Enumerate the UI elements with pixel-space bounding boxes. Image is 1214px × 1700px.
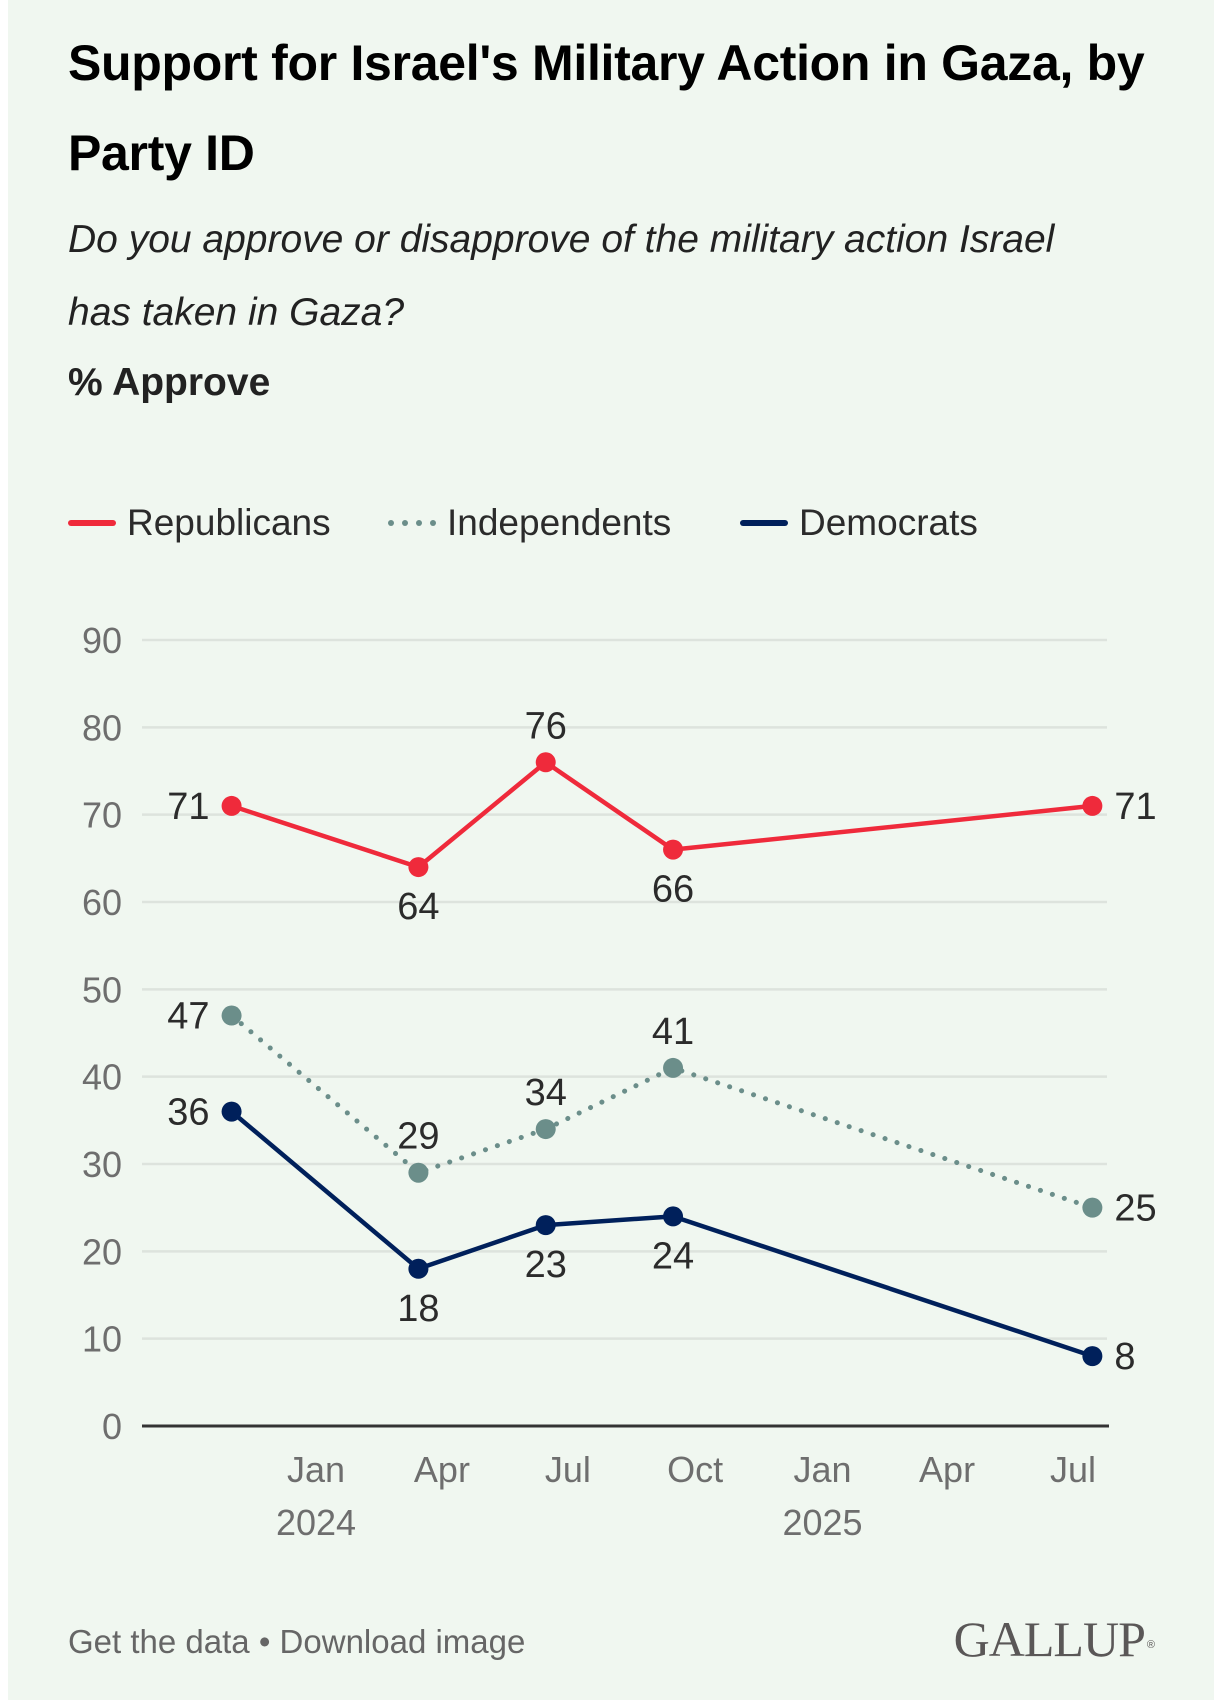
data-point-democrats [535,1215,556,1236]
legend-swatch-republicans [68,520,116,526]
x-tick-label: Apr [414,1449,470,1490]
legend-swatch-democrats [740,520,788,526]
y-tick-label: 80 [82,707,122,748]
y-tick-label: 10 [82,1319,122,1360]
data-label-independents: 29 [397,1116,439,1158]
data-point-independents [221,1005,242,1026]
logo-text: GALLUP [953,1611,1146,1667]
y-tick-label: 40 [82,1057,122,1098]
y-tick-label: 70 [82,795,122,836]
data-point-democrats [663,1206,684,1227]
footer-separator: • [258,1623,271,1660]
data-point-republicans [408,857,429,878]
legend-item-independents: Independents [388,500,671,546]
x-tick-label: Jan [287,1449,345,1490]
x-tick-year-label: 2024 [276,1502,356,1543]
legend-label: Republicans [127,502,331,543]
x-tick-label: Oct [667,1449,723,1490]
y-tick-label: 20 [82,1231,122,1272]
data-point-republicans [1082,795,1103,816]
legend-label: Democrats [799,502,978,543]
x-tick-label: Jul [545,1449,591,1490]
data-label-republicans: 64 [397,886,439,928]
x-tick-label: Jul [1050,1449,1096,1490]
data-label-republicans: 76 [525,705,567,747]
data-point-independents [535,1119,556,1140]
y-tick-label: 60 [82,882,122,923]
data-label-independents: 41 [652,1011,694,1053]
data-point-independents [1082,1197,1103,1218]
legend-swatch-independents [388,520,436,526]
data-point-democrats [1082,1346,1103,1367]
legend-item-democrats: Democrats [740,500,978,546]
data-point-independents [663,1057,684,1078]
footer-links: Get the data • Download image [68,1620,525,1664]
legend-label: Independents [447,502,672,543]
data-label-democrats: 18 [397,1288,439,1330]
data-label-republicans: 71 [1114,786,1156,828]
data-point-republicans [535,752,556,773]
line-chart: 0 10 20 30 40 50 60 70 80 90 Jan 2024 Apr Jul Oct Jan 20… [82,620,1157,1543]
legend-item-republicans: Republicans [68,500,331,546]
data-point-independents [408,1162,429,1183]
chart-subtitle: Do you approve or disapprove of the mili… [68,218,1055,334]
data-point-democrats [408,1258,429,1279]
y-tick-label: 50 [82,969,122,1010]
data-label-republicans: 66 [652,869,694,911]
data-label-democrats: 23 [525,1244,567,1286]
data-label-democrats: 8 [1114,1336,1135,1378]
data-label-independents: 34 [525,1072,567,1114]
data-label-democrats: 24 [652,1235,694,1277]
data-label-democrats: 36 [167,1092,209,1134]
series-line-democrats [229,1109,1095,1359]
chart-title: Support for Israel's Military Action in … [68,35,1145,181]
gallup-logo: GALLUP ® [953,1611,1155,1667]
registered-mark: ® [1146,1639,1155,1651]
y-tick-label: 90 [82,620,122,661]
data-label-independents: 47 [167,996,209,1038]
x-tick-label: Apr [919,1449,975,1490]
unit-label: % Approve [68,361,271,404]
data-label-republicans: 71 [167,786,209,828]
data-point-republicans [663,839,684,860]
download-image-link[interactable]: Download image [279,1623,526,1660]
y-tick-label: 30 [82,1144,122,1185]
chart-card [8,0,1214,1700]
data-label-independents: 25 [1114,1188,1156,1230]
get-data-link[interactable]: Get the data [68,1623,250,1660]
y-tick-label: 0 [102,1406,122,1447]
data-point-republicans [221,795,242,816]
data-point-democrats [221,1101,242,1122]
x-tick-year-label: 2025 [782,1502,862,1543]
x-tick-label: Jan [793,1449,851,1490]
